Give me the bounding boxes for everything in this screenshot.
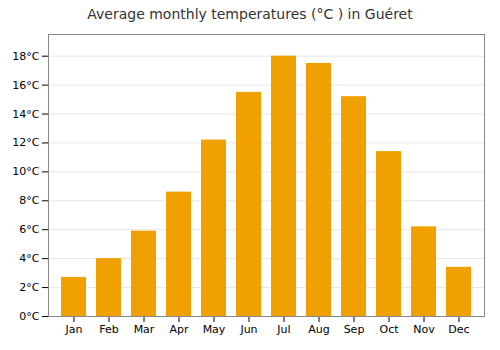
svg-text:May: May bbox=[203, 323, 226, 336]
svg-text:6°C: 6°C bbox=[19, 223, 39, 236]
svg-text:Jun: Jun bbox=[239, 323, 257, 336]
svg-text:12°C: 12°C bbox=[12, 136, 39, 149]
svg-text:10°C: 10°C bbox=[12, 165, 39, 178]
svg-text:Mar: Mar bbox=[134, 323, 155, 336]
svg-text:18°C: 18°C bbox=[12, 50, 39, 63]
svg-text:14°C: 14°C bbox=[12, 108, 39, 121]
svg-text:Jan: Jan bbox=[65, 323, 83, 336]
svg-text:Oct: Oct bbox=[379, 323, 399, 336]
svg-text:0°C: 0°C bbox=[19, 310, 39, 323]
svg-text:Jul: Jul bbox=[276, 323, 290, 336]
svg-text:8°C: 8°C bbox=[19, 194, 39, 207]
html-text:Average monthly temperatures (: Average monthly temperatures (°C ) in Gu… bbox=[87, 6, 413, 22]
svg-text:Sep: Sep bbox=[344, 323, 365, 336]
svg-text:4°C: 4°C bbox=[19, 252, 39, 265]
svg-text:Nov: Nov bbox=[413, 323, 435, 336]
svg-text:Aug: Aug bbox=[308, 323, 329, 336]
svg-text:Dec: Dec bbox=[448, 323, 469, 336]
svg-text:Apr: Apr bbox=[169, 323, 189, 336]
svg-text:Feb: Feb bbox=[99, 323, 118, 336]
svg-text:2°C: 2°C bbox=[19, 281, 39, 294]
svg-text:16°C: 16°C bbox=[12, 79, 39, 92]
